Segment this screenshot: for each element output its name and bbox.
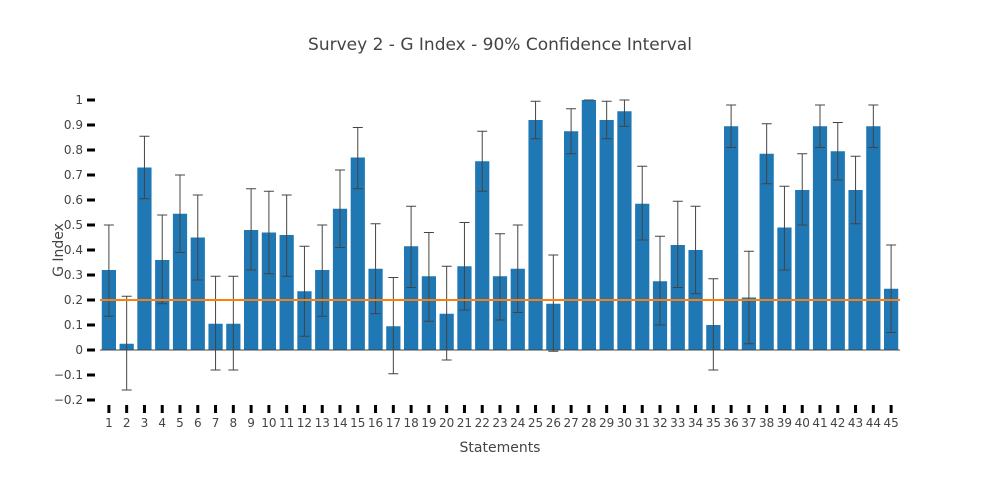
x-tick-label: 23 — [492, 416, 507, 430]
bar — [475, 161, 490, 350]
x-tick-label: 15 — [350, 416, 365, 430]
y-tick-label: 0.1 — [64, 318, 83, 332]
x-tick-label: 20 — [439, 416, 454, 430]
bar — [848, 190, 863, 350]
x-tick-label: 40 — [795, 416, 810, 430]
bar — [777, 227, 792, 350]
x-tick-label: 35 — [706, 416, 721, 430]
x-tick-label: 31 — [635, 416, 650, 430]
y-axis: −0.2 −0.1 0 0.1 0.2 0.3 0.4 0.5 0.6 0.7 0.8 0.9 1 — [54, 93, 95, 407]
x-tick-label: 16 — [368, 416, 383, 430]
y-tick-label: 0.9 — [64, 118, 83, 132]
bar — [866, 126, 881, 350]
lines-group — [100, 299, 900, 351]
bar — [350, 157, 365, 350]
x-tick-label: 10 — [261, 416, 276, 430]
x-tick-label: 45 — [883, 416, 898, 430]
x-tick-label: 1 — [105, 416, 113, 430]
x-tick-label: 13 — [315, 416, 330, 430]
x-tick-label: 33 — [670, 416, 685, 430]
x-tick-label: 39 — [777, 416, 792, 430]
x-tick-label: 43 — [848, 416, 863, 430]
bar — [279, 235, 294, 350]
y-tick-label: −0.2 — [54, 393, 83, 407]
x-tick-label: 2 — [123, 416, 131, 430]
bar — [795, 190, 810, 350]
y-tick-label: 0.6 — [64, 193, 83, 207]
bar — [830, 151, 845, 350]
bar — [581, 100, 596, 350]
bar — [190, 237, 205, 350]
x-tick-label: 24 — [510, 416, 525, 430]
y-axis-title: G Index — [51, 223, 67, 277]
x-axis-title: Statements — [460, 440, 541, 456]
x-tick-label: 19 — [421, 416, 436, 430]
x-tick-label: 22 — [475, 416, 490, 430]
x-tick-label: 34 — [688, 416, 703, 430]
x-tick-label: 4 — [158, 416, 166, 430]
bar — [137, 167, 152, 350]
x-tick-label: 17 — [386, 416, 401, 430]
x-tick-label: 6 — [194, 416, 202, 430]
x-tick-label: 36 — [723, 416, 738, 430]
x-tick-label: 29 — [599, 416, 614, 430]
chart-title: Survey 2 - G Index - 90% Confidence Inte… — [308, 35, 692, 55]
x-tick-label: 42 — [830, 416, 845, 430]
y-tick-label: −0.1 — [54, 368, 83, 382]
bar — [812, 126, 828, 350]
bar — [332, 208, 348, 350]
y-tick-label: 0.5 — [64, 218, 83, 232]
x-tick-label: 3 — [141, 416, 149, 430]
bar — [261, 232, 276, 350]
bar — [670, 245, 685, 350]
y-tick-label: 0.4 — [64, 243, 83, 257]
x-tick-label: 28 — [581, 416, 596, 430]
x-tick-label: 8 — [230, 416, 238, 430]
bar — [244, 230, 259, 350]
x-tick-label: 9 — [247, 416, 255, 430]
x-tick-label: 38 — [759, 416, 774, 430]
bar — [617, 111, 632, 350]
y-tick-label: 0 — [75, 343, 83, 357]
bar — [155, 260, 170, 350]
error-bars-group — [103, 99, 897, 391]
x-tick-label: 5 — [176, 416, 184, 430]
bar — [172, 213, 188, 350]
bar — [599, 120, 614, 350]
x-tick-label: 41 — [812, 416, 827, 430]
bar — [528, 120, 543, 350]
bar — [724, 126, 739, 350]
x-tick-label: 26 — [546, 416, 561, 430]
x-tick-label: 27 — [563, 416, 578, 430]
y-tick-label: 0.7 — [64, 168, 83, 182]
x-tick-label: 44 — [866, 416, 881, 430]
x-tick-label: 30 — [617, 416, 632, 430]
y-tick-label: 1 — [75, 93, 83, 107]
x-tick-label: 32 — [652, 416, 667, 430]
bar — [564, 131, 579, 350]
y-tick-label: 0.2 — [64, 293, 83, 307]
x-tick-label: 11 — [279, 416, 294, 430]
x-tick-label: 12 — [297, 416, 312, 430]
x-tick-label: 37 — [741, 416, 756, 430]
bar — [404, 246, 419, 350]
x-tick-label: 18 — [403, 416, 418, 430]
y-tick-label: 0.8 — [64, 143, 83, 157]
x-tick-label: 7 — [212, 416, 220, 430]
x-tick-label: 21 — [457, 416, 472, 430]
x-tick-label: 14 — [332, 416, 347, 430]
x-tick-label: 25 — [528, 416, 543, 430]
y-tick-label: 0.3 — [64, 268, 83, 282]
x-axis: 1 2 3 4 5 6 7 8 9 10 11 12 13 14 15 16 17 18 19 20 21 22 23 24 2… — [105, 405, 899, 430]
